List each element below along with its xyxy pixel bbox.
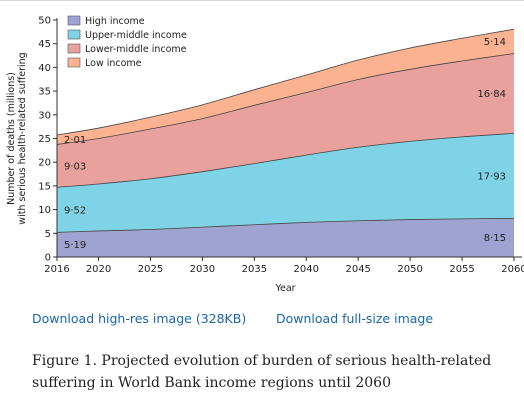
x-tick-label-2050: 2050 [397,264,422,275]
end-label-upper-middle-income: 17·93 [477,171,506,182]
legend-label-lower-middle-income: Lower-middle income [85,44,187,55]
end-label-high-income: 8·15 [484,233,506,244]
start-label-upper-middle-income: 9·52 [64,205,86,216]
y-tick-label-20: 20 [38,158,51,169]
download-high-res-link[interactable]: Download high-res image (328KB) [32,311,247,326]
x-tick-label-2045: 2045 [345,264,370,275]
x-tick-label-2016: 2016 [44,264,69,275]
y-tick-label-15: 15 [38,181,51,192]
boundary-line-low-income [56,28,515,136]
y-axis-title-line-2: with serious health-related suffering [17,52,28,224]
x-tick-label-2025: 2025 [138,264,163,275]
x-tick-label-2035: 2035 [242,264,267,275]
x-tick-label-2040: 2040 [294,264,319,275]
figure-top-rule [0,0,524,1]
download-full-size-link[interactable]: Download full-size image [276,311,434,326]
boundary-line-high-income [56,217,515,233]
legend-swatch-high-income [67,15,81,26]
area-upper-middle-income [57,133,514,233]
start-label-lower-middle-income: 9·03 [64,161,86,172]
start-label-high-income: 5·19 [64,240,86,251]
area-lower-middle-income [57,53,514,188]
x-tick-label-2020: 2020 [86,264,111,275]
legend-swatch-upper-middle-income [67,29,81,40]
legend-label-high-income: High income [85,16,145,27]
start-label-low-income: 2·01 [64,135,86,146]
y-tick-label-30: 30 [38,110,51,121]
end-label-lower-middle-income: 16·84 [477,89,506,100]
area-high-income [57,218,514,257]
legend-label-low-income: Low income [85,58,142,69]
figure-caption: Figure 1. Projected evolution of burden … [32,353,492,391]
legend-swatch-low-income [67,57,81,68]
x-axis-title: Year [274,283,295,294]
y-tick-label-0: 0 [45,253,51,264]
y-tick-label-35: 35 [38,87,51,98]
end-label-low-income: 5·14 [484,37,506,48]
boundary-line-lower-middle-income [56,53,515,145]
x-tick-label-2030: 2030 [190,264,215,275]
area-low-income [57,29,514,145]
y-axis-title-line-1: Number of deaths (millions) [6,72,17,205]
y-tick-label-25: 25 [38,134,51,145]
y-tick-label-40: 40 [38,63,51,74]
x-tick-label-2055: 2055 [449,264,474,275]
legend-swatch-lower-middle-income [67,43,81,54]
legend-label-upper-middle-income: Upper-middle income [85,30,187,41]
y-tick-label-50: 50 [38,16,51,27]
y-tick-label-5: 5 [45,229,51,240]
y-tick-label-10: 10 [38,205,51,216]
x-tick-label-2060: 2060 [501,264,524,275]
y-tick-label-45: 45 [38,39,51,50]
boundary-line-upper-middle-income [56,132,515,188]
stacked-area-chart: 0 5 10 15 20 25 30 35 40 45 50 2016 2020 2025 2030 2035… [6,15,524,295]
